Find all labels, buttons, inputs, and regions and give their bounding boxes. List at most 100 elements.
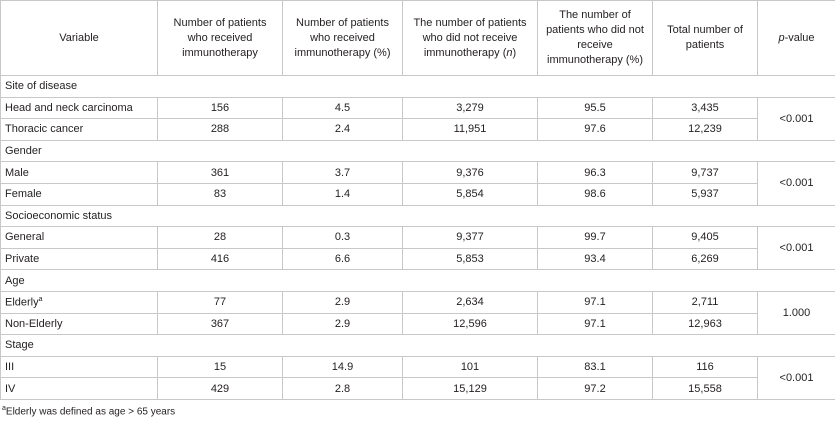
data-row: Private 416 6.6 5,853 93.4 6,269: [0, 247, 835, 271]
p-value: <0.001: [757, 161, 835, 206]
data-cell: 9,405: [652, 226, 758, 249]
data-cell: 99.7: [537, 226, 653, 249]
row-label: III: [0, 355, 158, 379]
data-cell: 2.8: [282, 377, 403, 400]
header-row: Variable Number of patients who received …: [0, 0, 835, 76]
row-label: Private: [0, 247, 158, 271]
row-label: Thoracic cancer: [0, 118, 158, 141]
row-label: Male: [0, 161, 158, 184]
row-label: Female: [0, 182, 158, 206]
data-row: III 15 14.9 101 83.1 116 <0.001: [0, 355, 835, 400]
data-cell: 12,596: [402, 312, 538, 336]
data-row: Elderlya 77 2.9 2,634 97.1 2,711 1.000: [0, 290, 835, 336]
header-text: Total number of patients: [667, 24, 743, 51]
data-cell: 11,951: [402, 118, 538, 141]
data-cell: 101: [402, 355, 538, 379]
data-cell: 116: [652, 355, 758, 379]
data-cell: 6,269: [652, 247, 758, 271]
data-cell: 5,854: [402, 182, 538, 206]
footnote-mark: a: [2, 404, 6, 412]
data-cell: 416: [157, 247, 283, 271]
data-cell: 28: [157, 226, 283, 249]
header-cell: Number of patients who received immunoth…: [157, 0, 283, 76]
group-label: Age: [0, 269, 835, 292]
data-cell: 3,279: [402, 96, 538, 120]
data-cell: 156: [157, 96, 283, 120]
row-label: IV: [0, 377, 158, 400]
data-cell: 1.4: [282, 182, 403, 206]
data-row: Non-Elderly 367 2.9 12,596 97.1 12,963: [0, 312, 835, 336]
data-cell: 98.6: [537, 182, 653, 206]
data-cell: 77: [157, 290, 283, 314]
p-value: 1.000: [757, 290, 835, 336]
row-label: Non-Elderly: [0, 312, 158, 336]
group-label: Socioeconomic status: [0, 204, 835, 228]
header-text: Variable: [59, 31, 99, 44]
data-cell: 12,239: [652, 118, 758, 141]
header-text: n: [506, 46, 513, 59]
data-row: Head and neck carcinoma 156 4.5 3,279 95.5 3,…: [0, 96, 835, 141]
data-cell: 2,634: [402, 290, 538, 314]
data-cell: 15,558: [652, 377, 758, 400]
header-text: The number of patients who did not recei…: [546, 9, 644, 66]
data-cell: 5,853: [402, 247, 538, 271]
header-text: p: [778, 31, 785, 44]
header-cell: p-value: [757, 0, 835, 76]
header-text: ): [512, 46, 517, 59]
data-cell: 96.3: [537, 161, 653, 184]
data-row: IV 429 2.8 15,129 97.2 15,558: [0, 377, 835, 400]
group-label: Site of disease: [0, 75, 835, 98]
header-text: The number of patients who did not recei…: [413, 16, 527, 59]
header-text: Number of patients who received immunoth…: [173, 16, 267, 59]
data-cell: 83: [157, 182, 283, 206]
data-table: Variable Number of patients who received …: [0, 0, 835, 400]
header-text: Number of patients who received immunoth…: [294, 16, 391, 59]
data-cell: 9,737: [652, 161, 758, 184]
data-cell: 97.6: [537, 118, 653, 141]
footnote: aElderly was defined as age > 65 years: [0, 405, 835, 417]
data-cell: 361: [157, 161, 283, 184]
group-label: Gender: [0, 139, 835, 163]
header-cell: The number of patients who did not recei…: [402, 0, 538, 76]
data-cell: 6.6: [282, 247, 403, 271]
data-cell: 95.5: [537, 96, 653, 120]
group-row: Stage: [0, 334, 835, 357]
data-cell: 97.2: [537, 377, 653, 400]
data-row: Male 361 3.7 9,376 96.3 9,737 <0.001: [0, 161, 835, 206]
data-cell: 3,435: [652, 96, 758, 120]
header-cell: Variable: [0, 0, 158, 76]
group-label: Stage: [0, 334, 835, 357]
group-row: Site of disease: [0, 75, 835, 98]
data-cell: 9,377: [402, 226, 538, 249]
data-cell: 12,963: [652, 312, 758, 336]
row-label: Head and neck carcinoma: [0, 96, 158, 120]
note-mark: a: [38, 295, 43, 303]
header-cell: Total number of patients: [652, 0, 758, 76]
data-cell: 2,711: [652, 290, 758, 314]
data-cell: 2.4: [282, 118, 403, 141]
p-value: <0.001: [757, 226, 835, 271]
data-row: Thoracic cancer 288 2.4 11,951 97.6 12,239: [0, 118, 835, 141]
data-cell: 83.1: [537, 355, 653, 379]
group-row: Socioeconomic status: [0, 204, 835, 228]
group-row: Age: [0, 269, 835, 292]
data-cell: 15: [157, 355, 283, 379]
table-body: Site of disease Head and neck carcinoma 15…: [0, 75, 835, 400]
data-cell: 93.4: [537, 247, 653, 271]
data-cell: 97.1: [537, 312, 653, 336]
data-cell: 0.3: [282, 226, 403, 249]
row-label: Elderlya: [0, 290, 158, 314]
data-row: Female 83 1.4 5,854 98.6 5,937: [0, 182, 835, 206]
data-cell: 2.9: [282, 290, 403, 314]
data-row: General 28 0.3 9,377 99.7 9,405 <0.001: [0, 226, 835, 271]
data-cell: 4.5: [282, 96, 403, 120]
footnote-text: Elderly was defined as age > 65 years: [5, 406, 176, 418]
data-cell: 367: [157, 312, 283, 336]
row-label: General: [0, 226, 158, 249]
p-value: <0.001: [757, 355, 835, 400]
data-cell: 14.9: [282, 355, 403, 379]
data-cell: 5,937: [652, 182, 758, 206]
data-cell: 429: [157, 377, 283, 400]
data-cell: 97.1: [537, 290, 653, 314]
